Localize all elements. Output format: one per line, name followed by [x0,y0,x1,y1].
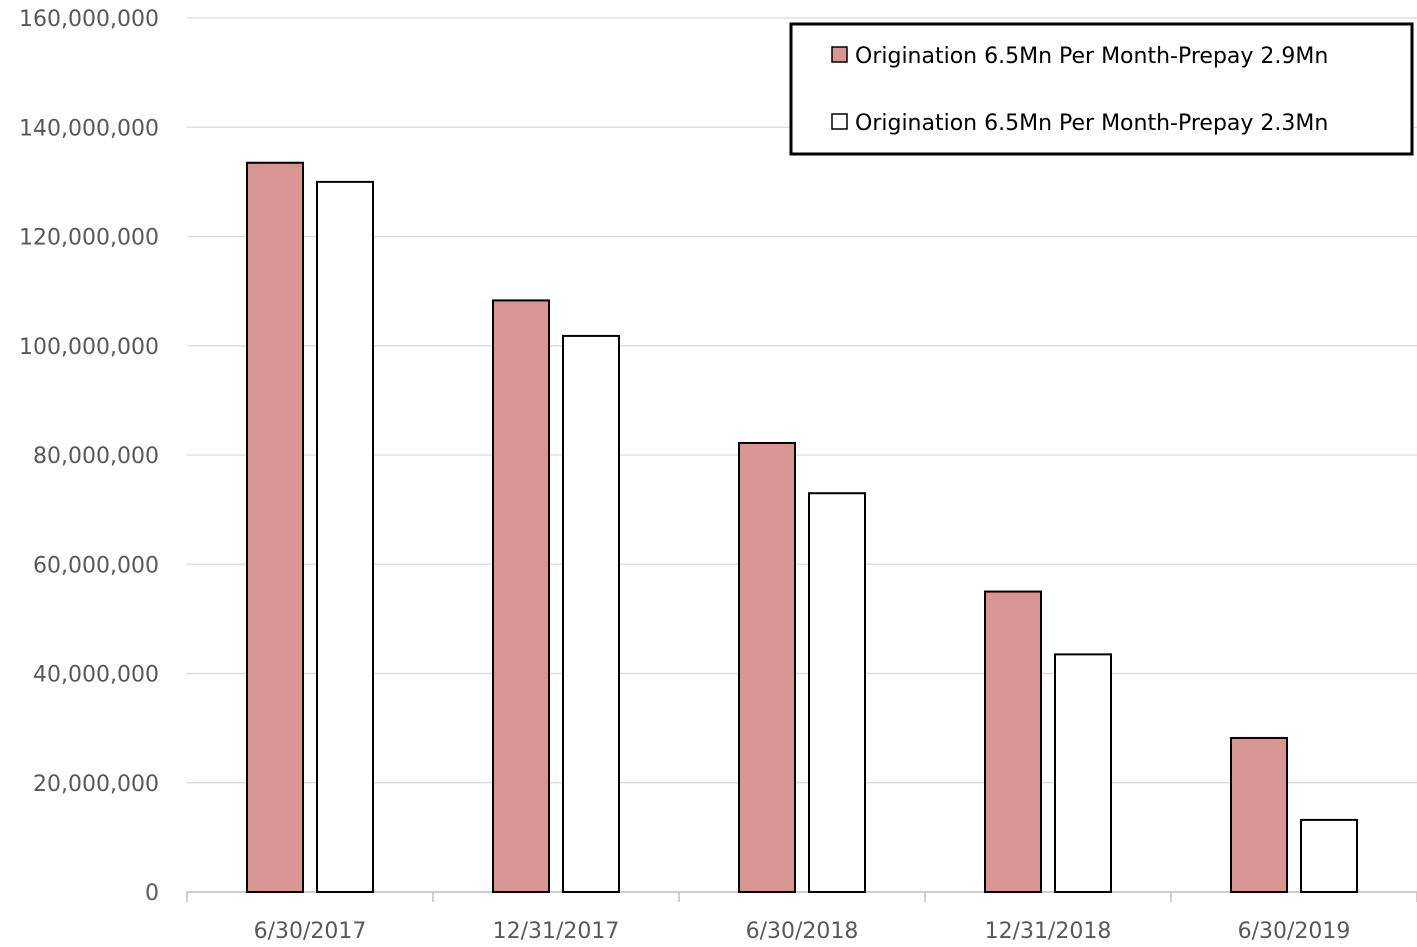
gridlines [187,17,1417,784]
x-tick-labels: 6/30/2017 12/31/2017 6/30/2018 12/31/2018 6/… [254,919,1351,944]
y-tick-labels: 0 20,000,000 40,000,000 60,000,000 80,000,00… [19,7,159,906]
bar-series-1 [738,441,796,893]
bar-series-2 [808,492,866,893]
legend-box [789,22,1414,156]
y-tick-label: 160,000,000 [19,7,159,32]
bar-series-1 [1230,736,1288,894]
x-tick-label: 6/30/2018 [746,919,859,943]
legend-swatch-series-2 [831,113,848,130]
y-tick-label: 120,000,000 [19,226,159,251]
legend: Origination 6.5Mn Per Month-Prepay 2.9Mn… [789,22,1414,156]
bar-series-1 [246,161,304,894]
bar-series-2 [1300,818,1358,894]
y-tick-label: 20,000,000 [33,772,159,797]
y-tick-label: 80,000,000 [33,444,159,469]
y-tick-label: 0 [145,881,159,906]
bar-series-2 [562,334,620,894]
legend-label-series-1: Origination 6.5Mn Per Month-Prepay 2.9Mn [855,44,1328,69]
bar-series-2 [1054,653,1112,893]
x-tick-label: 6/30/2017 [254,919,367,943]
y-tick-label: 40,000,000 [33,663,159,688]
y-tick-label: 100,000,000 [19,335,159,360]
y-tick-label: 60,000,000 [33,553,159,578]
x-tick-label: 12/31/2018 [985,919,1112,943]
bars [246,161,1358,894]
y-tick-label: 140,000,000 [19,116,159,141]
bar-series-2 [316,180,374,893]
bar-series-1 [492,299,550,893]
bar-series-1 [984,590,1042,893]
x-tick-label: 6/30/2019 [1238,919,1351,943]
legend-swatch-series-1 [831,46,848,63]
axes [186,891,1417,902]
x-tick-label: 12/31/2017 [493,919,620,943]
legend-label-series-2: Origination 6.5Mn Per Month-Prepay 2.3Mn [855,111,1328,136]
